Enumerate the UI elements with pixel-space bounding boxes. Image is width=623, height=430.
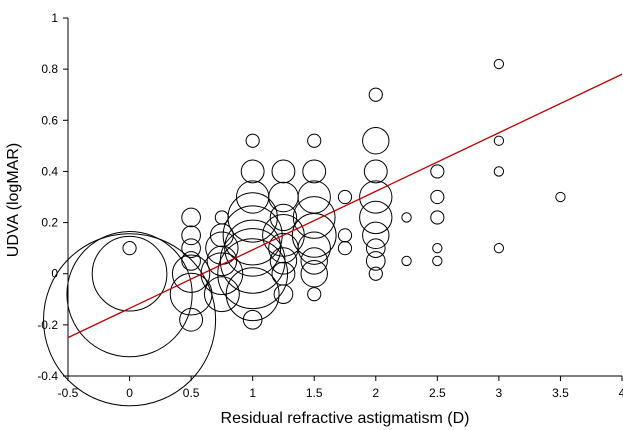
y-tick-label: -0.4 xyxy=(37,369,58,383)
data-bubble xyxy=(240,159,265,184)
y-tick-label: 1 xyxy=(51,11,58,25)
y-tick-label: 0.6 xyxy=(41,113,58,127)
data-bubble xyxy=(269,203,298,232)
data-bubble xyxy=(359,180,393,214)
x-tick-label: 4 xyxy=(619,386,623,400)
x-tick-label: 0 xyxy=(126,386,133,400)
data-bubble xyxy=(365,238,386,258)
y-tick-label: 0.4 xyxy=(41,164,58,178)
data-bubble xyxy=(181,207,201,228)
data-bubble xyxy=(365,251,386,271)
data-bubble xyxy=(269,247,298,275)
x-tick-label: 2 xyxy=(372,386,379,400)
data-bubble xyxy=(203,276,240,313)
data-bubble xyxy=(430,189,445,205)
data-bubble xyxy=(362,221,390,250)
x-tick-label: 1.5 xyxy=(306,386,323,400)
data-bubble xyxy=(181,251,201,271)
data-bubble xyxy=(227,192,278,243)
data-bubble xyxy=(493,58,505,70)
data-bubble xyxy=(302,159,327,184)
data-bubble xyxy=(337,241,353,256)
data-bubble xyxy=(337,189,353,205)
data-bubble xyxy=(430,164,445,179)
plot-area: -0.4 -0.2 0 0.2 0.4 0.6 0.8 1 -0.5 0 0.5 1 1.5 2 2.5 3 3… xyxy=(37,11,623,407)
data-bubble xyxy=(359,200,393,235)
data-bubble xyxy=(171,254,211,293)
x-tick-label: 2.5 xyxy=(429,386,446,400)
data-bubble xyxy=(300,260,328,288)
data-bubble xyxy=(271,159,296,184)
x-axis-title: Residual refractive astigmatism (D) xyxy=(221,410,470,427)
x-tick-label: 3 xyxy=(496,386,503,400)
x-tick-label: 0.5 xyxy=(183,386,200,400)
data-bubble xyxy=(368,266,383,281)
data-bubble xyxy=(297,231,331,265)
data-bubble xyxy=(245,133,260,148)
data-bubble xyxy=(307,287,322,302)
data-bubble xyxy=(179,307,204,332)
trend-line xyxy=(67,73,623,339)
data-bubble xyxy=(363,159,388,184)
data-bubble xyxy=(169,272,213,316)
data-bubble xyxy=(432,255,443,267)
data-bubble xyxy=(206,245,238,277)
x-tick-label: -0.5 xyxy=(58,386,79,400)
data-bubble xyxy=(300,247,328,275)
y-tick-label: -0.2 xyxy=(37,318,58,332)
data-bubble xyxy=(493,135,505,146)
x-tick-label: 1 xyxy=(249,386,256,400)
data-bubble xyxy=(66,231,193,358)
data-bubble xyxy=(242,309,263,330)
data-bubble xyxy=(555,191,566,203)
data-bubble xyxy=(291,212,337,258)
data-bubble xyxy=(292,196,336,239)
data-bubble xyxy=(362,127,390,155)
data-bubble xyxy=(401,255,412,267)
data-bubble xyxy=(493,242,505,254)
data-bubble xyxy=(493,166,505,177)
data-bubble xyxy=(181,238,201,258)
data-bubble xyxy=(91,235,168,312)
data-bubble xyxy=(337,228,353,243)
y-tick-label: 0.8 xyxy=(41,62,58,76)
data-bubble xyxy=(401,212,412,223)
data-bubble xyxy=(43,233,217,407)
y-tick-label: 0 xyxy=(51,267,58,281)
data-bubble xyxy=(273,284,294,305)
data-bubble xyxy=(181,225,201,246)
y-axis-title: UDVA (logMAR) xyxy=(5,143,22,257)
data-bubble xyxy=(225,267,280,322)
data-bubble xyxy=(430,210,445,225)
data-bubble xyxy=(268,181,299,213)
data-bubble xyxy=(432,242,443,254)
data-bubble xyxy=(122,241,137,256)
data-bubble xyxy=(368,87,383,102)
x-tick-label: 3.5 xyxy=(552,386,569,400)
y-tick-label: 0.2 xyxy=(41,216,58,230)
data-bubble xyxy=(307,133,322,148)
